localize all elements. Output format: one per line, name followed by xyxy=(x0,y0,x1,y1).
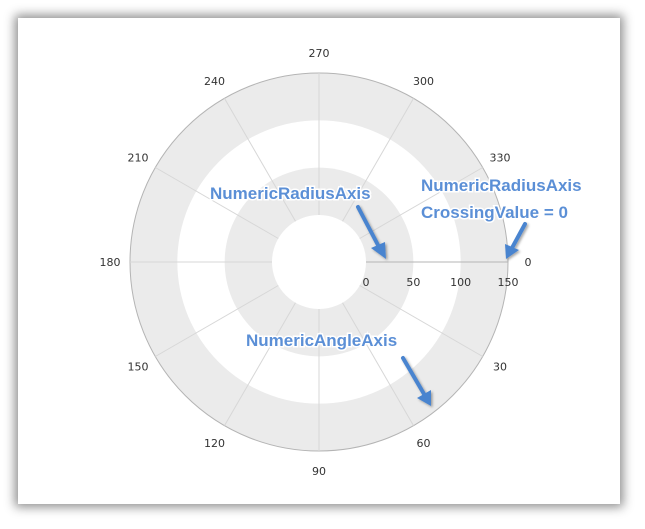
angle-gridline-150 xyxy=(155,285,279,357)
angle-tick-label-0: 0 xyxy=(525,256,532,269)
radius-tick-label-100: 100 xyxy=(450,276,471,289)
radius-axis-labels: 0 50 100 150 xyxy=(363,276,519,289)
angle-tick-label-210: 210 xyxy=(128,152,149,165)
radius-tick-label-50: 50 xyxy=(406,276,420,289)
crossing-value-callout-line2: CrossingValue = 0 xyxy=(421,203,568,222)
crossing-value-callout-line1: NumericRadiusAxis xyxy=(421,176,582,195)
angle-tick-label-150: 150 xyxy=(128,361,149,374)
inner-hole xyxy=(272,215,366,309)
radius-tick-label-150: 150 xyxy=(498,276,519,289)
radius-axis-arrow xyxy=(356,205,386,259)
angle-gridline-120 xyxy=(224,302,296,426)
angle-tick-label-120: 120 xyxy=(204,437,225,450)
radius-bands xyxy=(130,73,508,451)
angle-tick-label-60: 60 xyxy=(417,437,431,450)
angle-gridline-30 xyxy=(359,285,483,357)
angle-axis-callout: NumericAngleAxis xyxy=(246,331,397,350)
angle-axis-arrow xyxy=(401,356,431,406)
angle-tick-label-300: 300 xyxy=(413,75,434,88)
angle-gridline-60 xyxy=(342,302,414,426)
angle-gridline-210 xyxy=(155,167,279,239)
annotations: NumericRadiusAxis NumericRadiusAxis Cros… xyxy=(209,175,583,406)
radius-tick-label-0: 0 xyxy=(363,276,370,289)
radius-axis-callout: NumericRadiusAxis xyxy=(210,184,371,203)
crossing-value-arrow xyxy=(505,222,527,259)
angle-tick-label-240: 240 xyxy=(204,75,225,88)
angle-gridline-300 xyxy=(342,98,414,222)
angle-tick-label-90: 90 xyxy=(312,465,326,478)
angle-axis-labels: 0 30 60 90 120 150 180 210 240 270 300 330 xyxy=(100,47,532,478)
angle-tick-label-270: 270 xyxy=(309,47,330,60)
angle-tick-label-30: 30 xyxy=(493,361,507,374)
angle-tick-label-330: 330 xyxy=(489,152,510,165)
angle-gridline-330 xyxy=(359,167,483,239)
angle-tick-label-180: 180 xyxy=(100,256,121,269)
angle-gridline-240 xyxy=(224,98,296,222)
